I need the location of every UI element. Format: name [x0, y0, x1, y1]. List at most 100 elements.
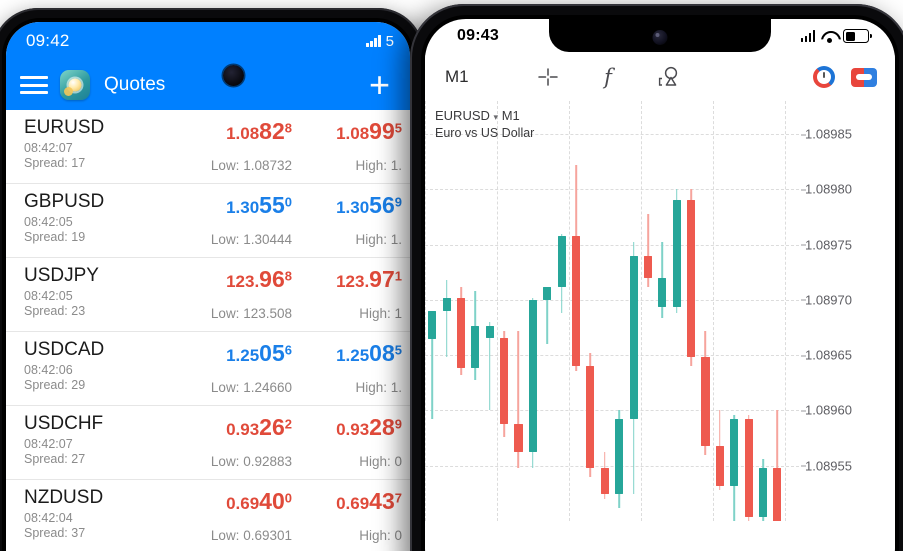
price-chart[interactable]: EURUSD ▾ M1 Euro vs US Dollar 1.08985 1.0…	[425, 101, 895, 521]
candlestick-body	[514, 423, 523, 453]
trade-icon[interactable]	[851, 67, 877, 87]
quote-ask: 1.08995	[336, 118, 402, 144]
candlestick-body	[543, 286, 552, 300]
notch	[549, 19, 771, 52]
grid-line-horizontal	[425, 299, 799, 301]
quote-ask: 0.69437	[336, 488, 402, 514]
grid-line-horizontal	[425, 465, 799, 467]
candlestick	[730, 101, 739, 521]
candlestick-body	[485, 326, 494, 338]
candlestick-wick	[488, 322, 491, 411]
candlestick-body	[557, 235, 566, 287]
chart-toolbar: M1 f	[425, 53, 895, 101]
quote-symbol: USDCAD	[24, 339, 105, 360]
quote-low: Low: 0.92883	[210, 454, 292, 469]
candlestick-wick	[647, 213, 649, 287]
price-axis-tick: 1.08960	[801, 402, 852, 418]
quote-ask: 123.971	[336, 266, 402, 292]
candlestick-body	[528, 299, 537, 453]
quote-prices: 1.25056 1.25085	[190, 340, 410, 367]
quote-prices: 1.30550 1.30569	[190, 192, 410, 219]
quote-bid: 0.93262	[226, 414, 292, 440]
signal-bars-icon	[366, 35, 381, 47]
plus-icon[interactable]: +	[368, 64, 390, 105]
quote-symbol: USDCHF	[24, 413, 104, 434]
table-row[interactable]: USDCHF 08:42:07 Spread: 27 0.93262 0.932…	[6, 406, 410, 480]
quote-low-high: Low: 1.30444 High: 1.	[190, 232, 410, 247]
quote-symbol: GBPUSD	[24, 191, 105, 212]
chart-action-icons	[813, 66, 877, 88]
front-camera-icon	[652, 30, 668, 45]
candlestick	[629, 101, 638, 521]
quote-time: 08:42:05	[24, 288, 73, 303]
chart-symbol-label: EURUSD ▾ M1 Euro vs US Dollar	[435, 107, 534, 141]
price-axis-tick: 1.08965	[801, 347, 852, 363]
table-row[interactable]: USDJPY 08:42:05 Spread: 23 123.968 123.9…	[6, 258, 410, 332]
candlestick	[788, 101, 796, 521]
table-row[interactable]: NZDUSD 08:42:04 Spread: 37 0.69400 0.694…	[6, 480, 410, 551]
quote-low: Low: 0.69301	[210, 528, 292, 543]
chart-tool-icons: f	[535, 64, 681, 90]
candlestick	[672, 101, 681, 521]
table-row[interactable]: USDCAD 08:42:06 Spread: 29 1.25056 1.250…	[6, 332, 410, 406]
quote-ask: 0.93289	[336, 414, 402, 440]
quote-spread: Spread: 37	[24, 525, 86, 540]
candlestick-body	[600, 467, 609, 495]
battery-text: 5	[385, 32, 394, 50]
quote-high: High: 1.	[355, 232, 402, 247]
quote-spread: Spread: 27	[24, 451, 86, 466]
chart-symbol-line[interactable]: EURUSD ▾ M1	[435, 107, 534, 125]
new-order-icon[interactable]	[813, 66, 835, 88]
quote-time: 08:42:04	[24, 510, 73, 525]
price-axis[interactable]: 1.08985 1.08980 1.08975 1.08970 1.08965 1.089…	[799, 101, 895, 521]
candlestick	[586, 101, 595, 521]
candlestick-body	[773, 467, 782, 521]
candlestick-body	[672, 200, 681, 307]
quotes-list[interactable]: EURUSD 08:42:07 Spread: 17 1.08828 1.089…	[6, 110, 410, 551]
quote-symbol: NZDUSD	[24, 487, 104, 508]
candlestick-body	[759, 467, 768, 517]
android-phone-device: 09:42 5 Quotes + EURUSD 08:42:07	[0, 8, 424, 551]
candlestick	[759, 101, 768, 521]
candlestick-body	[500, 337, 509, 424]
hamburger-menu-icon[interactable]	[20, 74, 48, 96]
quote-low-high: Low: 1.08732 High: 1.	[190, 158, 410, 173]
quote-ask: 1.30569	[336, 192, 402, 218]
candlestick	[528, 101, 537, 521]
quote-spread: Spread: 29	[24, 377, 86, 392]
table-row[interactable]: GBPUSD 08:42:05 Spread: 19 1.30550 1.305…	[6, 184, 410, 258]
candlestick-body	[744, 419, 753, 517]
timeframe-button[interactable]: M1	[445, 67, 469, 86]
grid-line-horizontal	[425, 410, 799, 412]
price-axis-tick: 1.08970	[801, 292, 852, 308]
quote-bid: 0.69400	[226, 488, 292, 514]
grid-line-vertical	[425, 101, 426, 521]
objects-icon[interactable]	[655, 64, 681, 90]
quote-bid: 1.25056	[226, 340, 292, 366]
crosshair-icon[interactable]	[535, 64, 561, 90]
function-f-icon[interactable]: f	[595, 64, 621, 90]
candlestick-body	[471, 326, 480, 369]
chevron-down-icon[interactable]: ▾	[493, 112, 499, 122]
quote-high: High: 0	[359, 454, 402, 469]
candlestick	[643, 101, 652, 521]
candlestick	[773, 101, 782, 521]
candlestick	[701, 101, 710, 521]
iphone-bezel: 09:43 M1 f	[421, 15, 899, 551]
quote-ask: 1.25085	[336, 340, 402, 366]
candlestick-body	[456, 297, 465, 369]
price-axis-tick: 1.08980	[801, 181, 852, 197]
chart-timeframe: M1	[501, 108, 520, 123]
candlestick	[658, 101, 667, 521]
candlestick-body	[629, 255, 638, 420]
chart-plot-region[interactable]	[425, 101, 799, 521]
table-row[interactable]: EURUSD 08:42:07 Spread: 17 1.08828 1.089…	[6, 110, 410, 184]
grid-line-vertical	[713, 101, 714, 521]
price-axis-tick: 1.08985	[801, 126, 852, 142]
candlestick	[471, 101, 480, 521]
candlestick-body	[687, 200, 696, 358]
candlestick-body	[586, 366, 595, 468]
candlestick	[500, 101, 509, 521]
android-status-bar: 09:42 5	[6, 22, 410, 60]
candlestick-body	[658, 277, 667, 307]
